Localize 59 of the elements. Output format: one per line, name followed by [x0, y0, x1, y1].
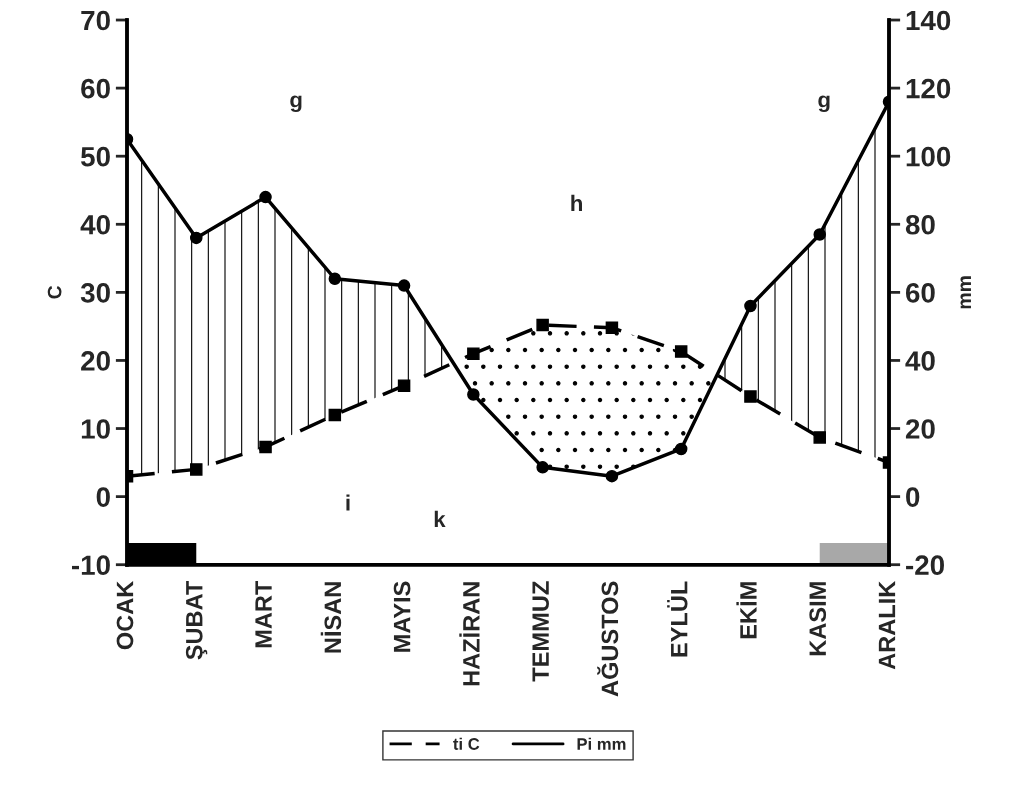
x-tick-label: OCAK: [116, 580, 134, 650]
y2-tick-label: 120: [906, 78, 951, 99]
point: [467, 388, 480, 401]
point: [328, 408, 342, 422]
legend-label: ti C: [453, 737, 480, 750]
legend-label: Pi mm: [577, 737, 626, 750]
y2-tick-label: 20: [905, 419, 935, 439]
point: [744, 299, 757, 313]
x-tick-label: EYLÜL: [667, 581, 688, 657]
point: [605, 469, 619, 483]
x-tick-label: AĞUSTOS: [597, 581, 619, 697]
point: [190, 231, 203, 245]
y-tick-label: 60: [81, 78, 110, 99]
x-tick-label: ARALIK: [878, 580, 896, 670]
y2-tick-label: 100: [906, 146, 951, 167]
point: [813, 431, 826, 444]
point: [328, 272, 342, 285]
y-tick-label: -10: [71, 555, 110, 576]
x-tick-label: NİSAN: [320, 582, 342, 653]
y-tick-label: 10: [81, 419, 110, 439]
y-tick-label: 40: [80, 214, 110, 235]
point: [674, 345, 688, 358]
x-tick-label: HAZİRAN: [459, 582, 480, 686]
point: [397, 379, 411, 392]
point: [605, 321, 619, 335]
point: [536, 318, 549, 332]
annotation: g: [818, 95, 830, 113]
point: [467, 347, 480, 360]
point: [190, 463, 203, 476]
y-tick-label: 70: [81, 10, 110, 31]
y2-tick-label: 0: [906, 487, 920, 507]
point: [674, 442, 688, 456]
annotation: i: [346, 494, 350, 511]
point: [259, 190, 272, 204]
point: [259, 440, 272, 454]
y-tick-label: 30: [80, 283, 110, 303]
y2-tick-label: 80: [905, 214, 935, 235]
x-tick-label: ŞUBAT: [185, 580, 208, 660]
x-tick-label: EKİM: [736, 582, 757, 639]
y-tick-label: 20: [81, 351, 110, 371]
point: [813, 228, 826, 241]
annotation: h: [571, 194, 582, 211]
y2-axis-title: mm: [960, 276, 971, 309]
y-tick-label: 50: [80, 146, 110, 167]
x-tick-label: MAYIS: [393, 581, 411, 652]
x-tick-label: MART: [255, 580, 272, 648]
y2-tick-label: -20: [906, 555, 944, 576]
y2-tick-label: 140: [906, 10, 951, 31]
y2-tick-label: 60: [905, 283, 935, 303]
point: [397, 279, 411, 292]
x-tick-label: KASIM: [809, 582, 827, 656]
point: [744, 390, 757, 403]
x-tick-label: TEMMUZ: [532, 581, 549, 682]
y2-tick-label: 40: [905, 351, 935, 371]
y-tick-label: 0: [96, 487, 110, 507]
y-axis-title: C: [47, 285, 62, 299]
point: [536, 461, 549, 474]
annotation: k: [434, 510, 446, 527]
annotation: g: [290, 95, 302, 113]
